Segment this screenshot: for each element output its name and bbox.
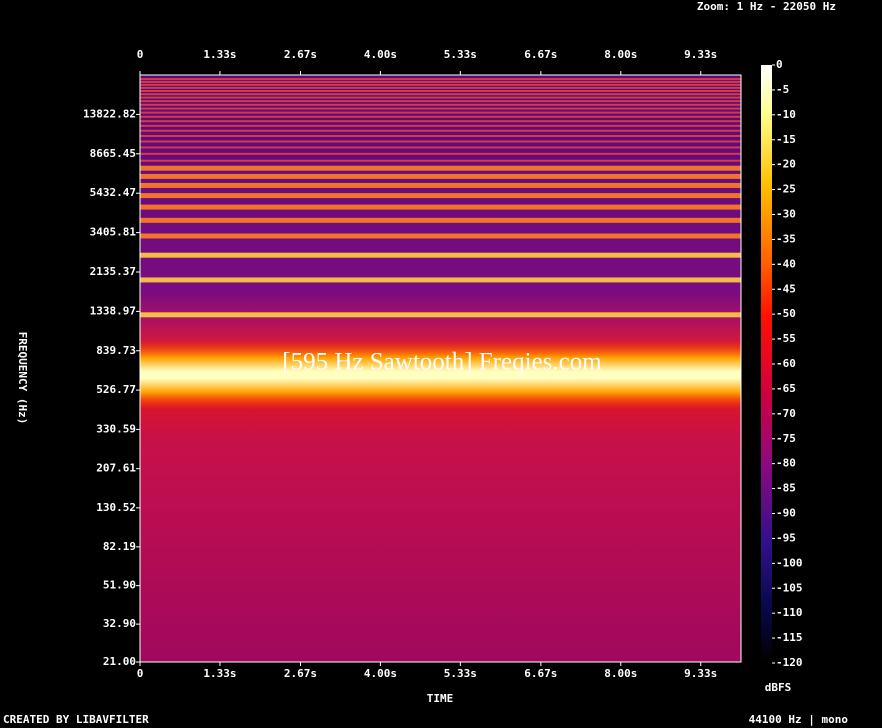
footer-left: CREATED BY LIBAVFILTER bbox=[3, 713, 149, 726]
colorbar-tick-label: -85 bbox=[776, 482, 796, 495]
colorbar-tick-label: 0 bbox=[776, 58, 783, 71]
footer-right: 44100 Hz | mono bbox=[749, 713, 849, 726]
colorbar-tick-label: -110 bbox=[776, 606, 803, 619]
x-tick-label-top: 1.33s bbox=[203, 48, 236, 61]
colorbar-tick-label: -30 bbox=[776, 208, 796, 221]
harmonic-line bbox=[140, 193, 741, 199]
colorbar-tick-label: -10 bbox=[776, 108, 796, 121]
harmonic-line bbox=[140, 152, 741, 155]
y-tick-label: 32.90 bbox=[103, 617, 136, 630]
y-tick-label: 839.73 bbox=[96, 344, 136, 357]
x-tick-label-top: 2.67s bbox=[284, 48, 317, 61]
colorbar-tick-label: -115 bbox=[776, 631, 803, 644]
y-tick-label: 5432.47 bbox=[90, 186, 136, 199]
watermark-title: [595 Hz Sawtooth] Freqies.com bbox=[282, 349, 602, 376]
zoom-header: Zoom: 1 Hz - 22050 Hz bbox=[697, 0, 836, 13]
colorbar-tick-label: -100 bbox=[776, 556, 803, 569]
y-tick-label: 130.52 bbox=[96, 501, 136, 514]
colorbar-tick-label: -25 bbox=[776, 183, 796, 196]
colorbar-tick-label: -95 bbox=[776, 531, 796, 544]
colorbar-tick-label: -15 bbox=[776, 133, 796, 146]
harmonic-line bbox=[140, 120, 741, 123]
colorbar-tick-label: -80 bbox=[776, 457, 796, 470]
harmonic-line bbox=[140, 140, 741, 143]
harmonic-line bbox=[140, 312, 741, 318]
y-tick-label: 3405.81 bbox=[90, 226, 137, 239]
x-tick-label-top: 0 bbox=[137, 48, 144, 61]
x-tick-label: 5.33s bbox=[444, 667, 477, 680]
colorbar-tick-label: -35 bbox=[776, 232, 796, 245]
colorbar-tick-label: -45 bbox=[776, 282, 796, 295]
harmonic-line bbox=[140, 83, 741, 86]
colorbar-label: dBFS bbox=[765, 681, 792, 694]
x-tick-label: 9.33s bbox=[684, 667, 717, 680]
y-tick-label: 82.19 bbox=[103, 540, 136, 553]
harmonic-line bbox=[140, 80, 741, 83]
harmonic-line bbox=[140, 107, 741, 110]
y-tick-label: 13822.82 bbox=[83, 107, 136, 120]
harmonic-line bbox=[140, 78, 741, 81]
colorbar-tick-label: -60 bbox=[776, 357, 796, 370]
colorbar-tick-label: -65 bbox=[776, 382, 796, 395]
colorbar-tick-label: -105 bbox=[776, 581, 803, 594]
colorbar-tick-label: -20 bbox=[776, 158, 796, 171]
plot-frame bbox=[139, 74, 742, 663]
harmonic-line bbox=[140, 93, 741, 96]
harmonic-line bbox=[140, 111, 741, 114]
colorbar-tick-label: -120 bbox=[776, 656, 803, 669]
x-tick-label-top: 4.00s bbox=[364, 48, 397, 61]
harmonic-line bbox=[140, 96, 741, 99]
harmonic-line bbox=[140, 182, 741, 188]
x-axis-label: TIME bbox=[427, 692, 454, 705]
colorbar-tick-label: -50 bbox=[776, 307, 796, 320]
colorbar-tick-label: -40 bbox=[776, 257, 796, 270]
harmonic-line bbox=[140, 204, 741, 210]
x-tick-label: 1.33s bbox=[203, 667, 236, 680]
colorbar-tick-label: -55 bbox=[776, 332, 796, 345]
colorbar bbox=[761, 65, 772, 663]
y-tick-label: 2135.37 bbox=[90, 265, 136, 278]
harmonic-line bbox=[140, 100, 741, 103]
y-tick-label: 330.59 bbox=[96, 422, 136, 435]
harmonic-line bbox=[140, 146, 741, 149]
y-axis-label: FREQUENCY (Hz) bbox=[16, 332, 29, 425]
harmonic-line bbox=[140, 115, 741, 118]
colorbar-tick-label: -70 bbox=[776, 407, 796, 420]
fundamental-band bbox=[140, 340, 741, 410]
harmonics bbox=[140, 78, 741, 318]
x-tick-label: 6.67s bbox=[524, 667, 557, 680]
x-tick-label: 0 bbox=[137, 667, 144, 680]
colorbar-tick-label: -5 bbox=[776, 83, 789, 96]
x-tick-label: 8.00s bbox=[604, 667, 637, 680]
harmonic-line bbox=[140, 134, 741, 137]
y-tick-label: 526.77 bbox=[96, 383, 136, 396]
colorbar-tick-label: -75 bbox=[776, 432, 796, 445]
x-tick-label-top: 6.67s bbox=[524, 48, 557, 61]
x-tick-label-top: 9.33s bbox=[684, 48, 717, 61]
y-tick-label: 207.61 bbox=[96, 462, 136, 475]
x-tick-label: 2.67s bbox=[284, 667, 317, 680]
harmonic-line bbox=[140, 252, 741, 258]
harmonic-line bbox=[140, 233, 741, 239]
colorbar-tick-label: -90 bbox=[776, 507, 796, 520]
y-tick-label: 21.00 bbox=[103, 655, 136, 668]
harmonic-line bbox=[140, 103, 741, 106]
y-tick-label: 8665.45 bbox=[90, 147, 136, 160]
harmonic-line bbox=[140, 173, 741, 179]
harmonic-line bbox=[140, 129, 741, 132]
x-tick-label-top: 5.33s bbox=[444, 48, 477, 61]
harmonic-line bbox=[140, 89, 741, 92]
harmonic-line bbox=[140, 277, 741, 283]
y-tick-label: 1338.97 bbox=[90, 304, 136, 317]
harmonic-line bbox=[140, 159, 741, 162]
x-tick-label: 4.00s bbox=[364, 667, 397, 680]
harmonic-line bbox=[140, 86, 741, 89]
harmonic-line bbox=[140, 165, 741, 171]
harmonic-line bbox=[140, 217, 741, 223]
y-tick-label: 51.90 bbox=[103, 579, 136, 592]
harmonic-line bbox=[140, 124, 741, 127]
x-tick-label-top: 8.00s bbox=[604, 48, 637, 61]
